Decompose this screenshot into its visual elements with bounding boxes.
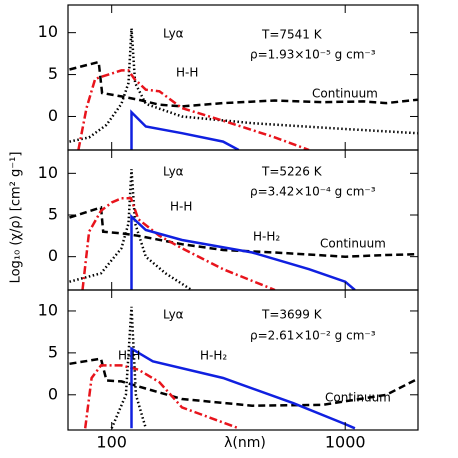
annotation: H-H₂: [253, 230, 280, 244]
y-tick-label: 0: [48, 106, 58, 125]
annotation: Lyα: [163, 308, 184, 322]
y-tick-label: 5: [48, 205, 58, 224]
annotation: ρ=3.42×10⁻⁴ g cm⁻³: [250, 185, 376, 199]
series-line: [69, 169, 193, 290]
annotation: H-H₂: [200, 349, 227, 363]
plot-area: [69, 169, 418, 290]
series-line: [110, 306, 147, 429]
y-tick-label: 10: [38, 300, 58, 319]
series-line: [130, 346, 356, 430]
y-tick-label: 0: [48, 246, 58, 265]
annotation: Lyα: [163, 165, 184, 179]
series-line: [69, 28, 418, 143]
series-line: [130, 213, 356, 290]
y-axis-label: Log₁₀ (χ/ρ) [cm² g⁻¹]: [9, 152, 24, 284]
y-tick-label: 10: [38, 22, 58, 41]
annotation: H-H: [170, 200, 192, 214]
plot-area: [69, 306, 418, 430]
x-axis-label: λ(nm): [224, 435, 266, 451]
annotation: Lyα: [163, 27, 184, 41]
series-line: [130, 109, 240, 150]
annotation: Continuum: [320, 237, 386, 251]
y-tick-label: 0: [48, 384, 58, 403]
panel-frame: [67, 289, 419, 431]
annotation: T=3699 K: [261, 308, 323, 322]
annotation: T=5226 K: [261, 165, 323, 179]
panel-frame: [67, 149, 419, 291]
series-line: [83, 364, 240, 430]
x-tick-label: 100: [96, 433, 127, 452]
series-line: [69, 60, 418, 108]
annotation: ρ=2.61×10⁻² g cm⁻³: [250, 329, 376, 343]
annotation: H-H: [176, 66, 198, 80]
y-tick-label: 5: [48, 64, 58, 83]
series-line: [81, 197, 276, 290]
annotation: ρ=1.93×10⁻⁵ g cm⁻³: [250, 48, 376, 62]
annotation: Continuum: [312, 87, 378, 101]
annotation: T=7541 K: [261, 28, 323, 42]
x-tick-label: 1000: [325, 433, 366, 452]
series-line: [77, 69, 310, 150]
y-tick-label: 5: [48, 342, 58, 361]
series-line: [69, 205, 418, 258]
annotation: H-H: [118, 349, 140, 363]
y-tick-label: 10: [38, 163, 58, 182]
plot-area: [69, 28, 418, 150]
annotation: Continuum: [325, 391, 391, 405]
